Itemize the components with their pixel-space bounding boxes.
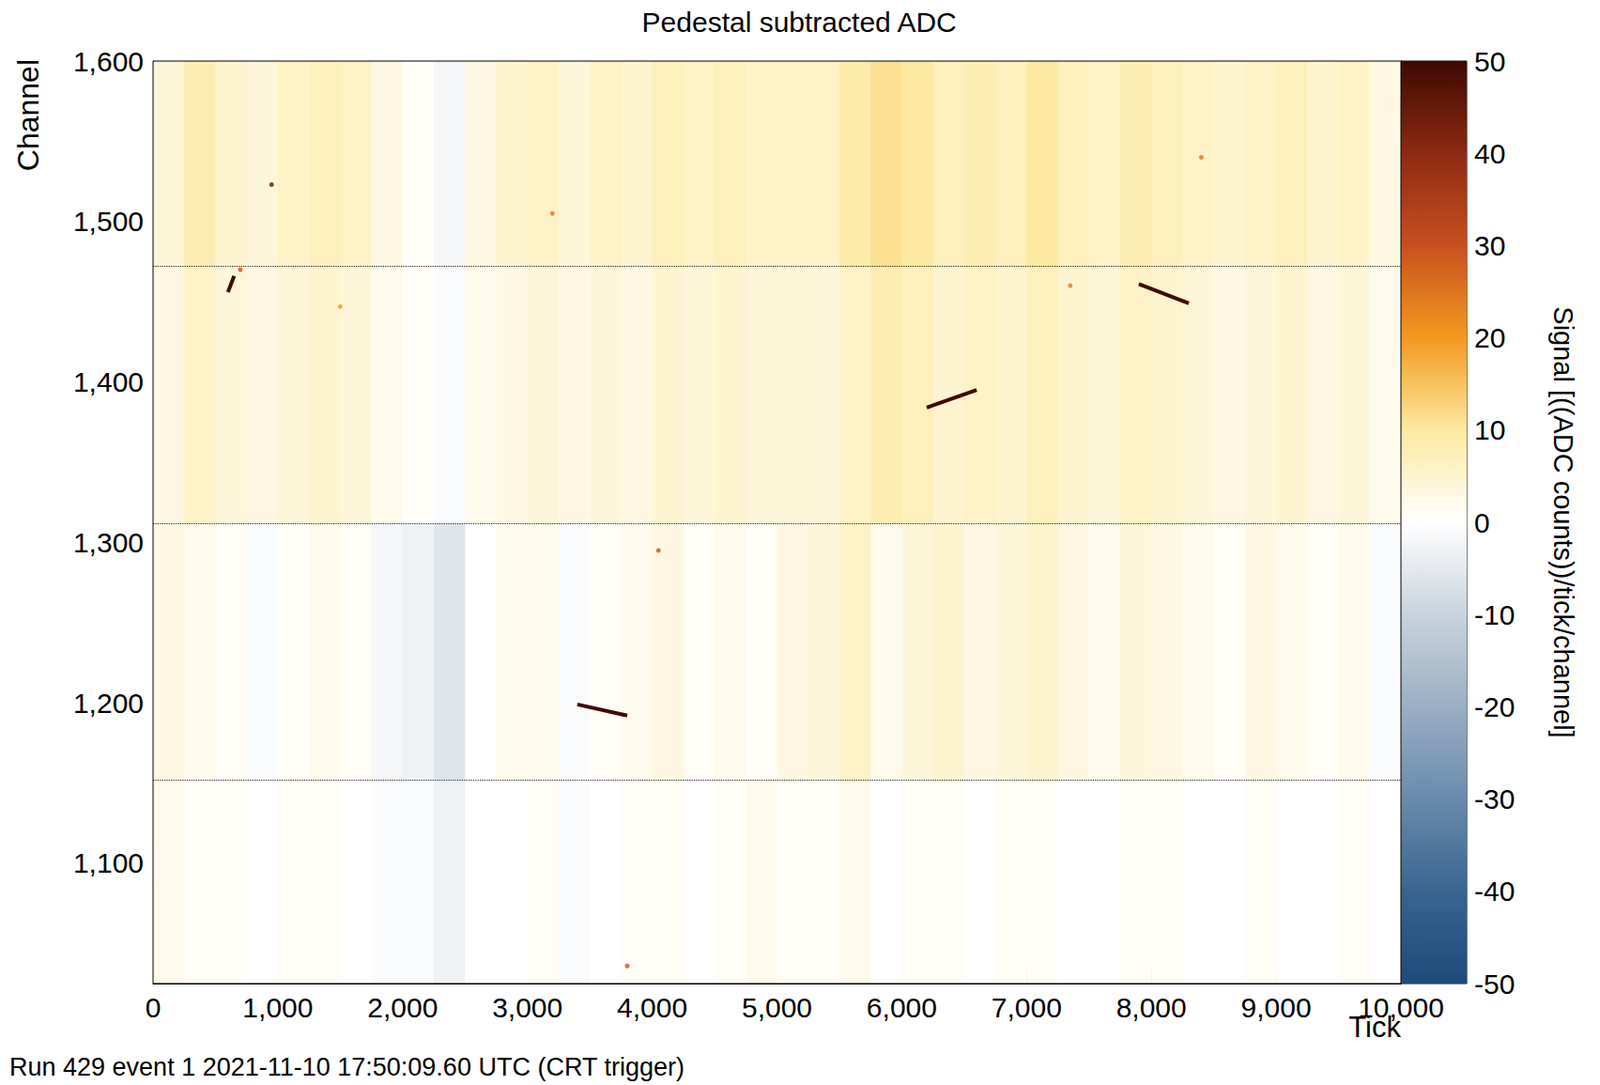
svg-text:5,000: 5,000 [741, 991, 813, 1023]
svg-text:0: 0 [145, 991, 162, 1023]
svg-text:9,000: 9,000 [1241, 991, 1312, 1023]
svg-text:1,300: 1,300 [73, 526, 144, 558]
svg-text:0: 0 [1474, 507, 1491, 539]
svg-text:1,000: 1,000 [242, 991, 313, 1023]
svg-text:-50: -50 [1474, 968, 1515, 1000]
svg-text:30: 30 [1474, 230, 1506, 262]
svg-text:1,600: 1,600 [73, 46, 144, 77]
svg-text:1,200: 1,200 [73, 687, 144, 719]
svg-text:7,000: 7,000 [991, 991, 1062, 1023]
svg-text:40: 40 [1474, 138, 1506, 170]
svg-text:6,000: 6,000 [866, 991, 938, 1023]
svg-text:-10: -10 [1474, 599, 1515, 631]
svg-text:1,500: 1,500 [73, 205, 144, 237]
svg-text:20: 20 [1474, 322, 1506, 354]
svg-text:-20: -20 [1474, 691, 1515, 723]
svg-text:2,000: 2,000 [367, 991, 438, 1023]
svg-text:10,000: 10,000 [1357, 991, 1445, 1023]
svg-text:Signal [((ADC counts))/tick/ch: Signal [((ADC counts))/tick/channel] [1548, 306, 1579, 738]
svg-text:3,000: 3,000 [492, 991, 563, 1023]
svg-text:Run 429 event 1 2021-11-10 17:: Run 429 event 1 2021-11-10 17:50:09.60 U… [9, 1052, 685, 1081]
svg-text:8,000: 8,000 [1116, 991, 1187, 1023]
svg-text:-30: -30 [1474, 783, 1515, 815]
svg-text:1,400: 1,400 [73, 366, 144, 398]
svg-text:Pedestal subtracted ADC: Pedestal subtracted ADC [642, 6, 957, 38]
svg-text:-40: -40 [1474, 875, 1515, 907]
svg-text:50: 50 [1474, 46, 1506, 77]
svg-text:10: 10 [1474, 414, 1506, 446]
svg-text:Tick: Tick [1348, 1010, 1401, 1044]
svg-text:1,100: 1,100 [73, 846, 144, 878]
svg-text:Channel: Channel [11, 59, 46, 171]
svg-text:4,000: 4,000 [616, 991, 688, 1023]
